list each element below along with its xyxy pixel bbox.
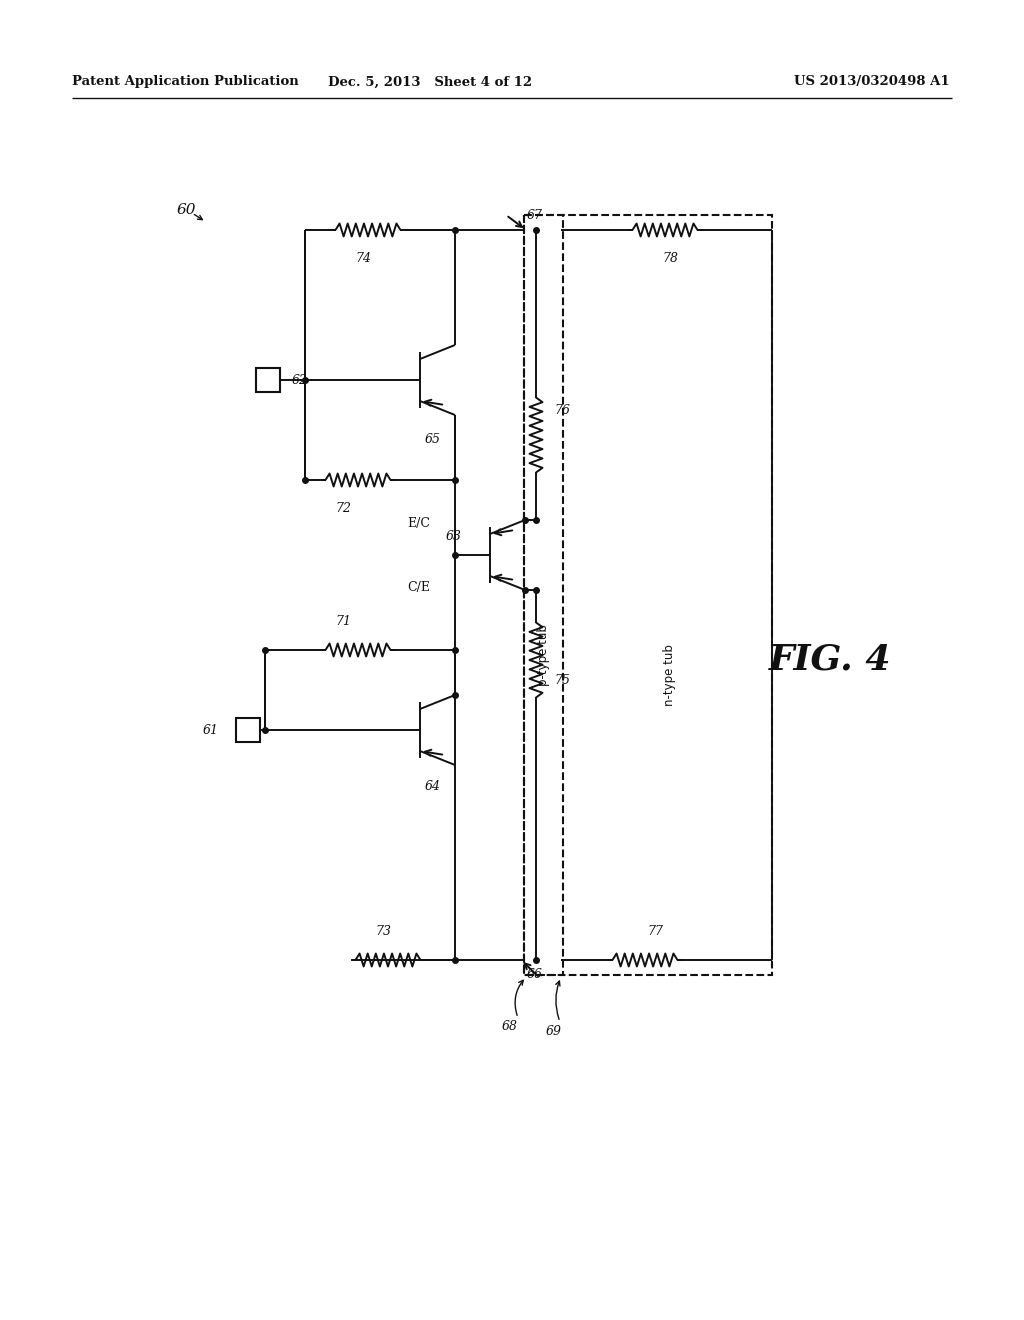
- Text: 77: 77: [647, 925, 663, 939]
- Bar: [524, 215, 772, 975]
- Text: 64: 64: [425, 780, 441, 793]
- Text: 62: 62: [292, 374, 308, 387]
- Text: 61: 61: [203, 723, 219, 737]
- Text: 71: 71: [335, 615, 351, 628]
- Text: 67: 67: [527, 209, 543, 222]
- Text: 60: 60: [176, 203, 196, 216]
- Text: Dec. 5, 2013   Sheet 4 of 12: Dec. 5, 2013 Sheet 4 of 12: [328, 75, 532, 88]
- Text: 73: 73: [375, 925, 391, 939]
- Text: 75: 75: [554, 673, 570, 686]
- Text: n-type tub: n-type tub: [664, 644, 677, 706]
- Text: p-type tub: p-type tub: [538, 624, 551, 686]
- Text: 68: 68: [502, 1020, 518, 1034]
- Text: 76: 76: [554, 404, 570, 417]
- Text: 78: 78: [662, 252, 678, 265]
- Text: 74: 74: [355, 252, 371, 265]
- Text: 72: 72: [335, 502, 351, 515]
- Text: US 2013/0320498 A1: US 2013/0320498 A1: [795, 75, 950, 88]
- Bar: [256, 368, 280, 392]
- Text: 63: 63: [446, 531, 462, 544]
- Bar: [524, 215, 563, 975]
- Text: 69: 69: [546, 1026, 562, 1038]
- Text: Patent Application Publication: Patent Application Publication: [72, 75, 299, 88]
- Text: 66: 66: [527, 968, 543, 981]
- Text: 65: 65: [425, 433, 441, 446]
- Text: FIG. 4: FIG. 4: [769, 643, 891, 677]
- Bar: [236, 718, 260, 742]
- Text: C/E: C/E: [407, 581, 430, 594]
- Text: E/C: E/C: [407, 516, 430, 529]
